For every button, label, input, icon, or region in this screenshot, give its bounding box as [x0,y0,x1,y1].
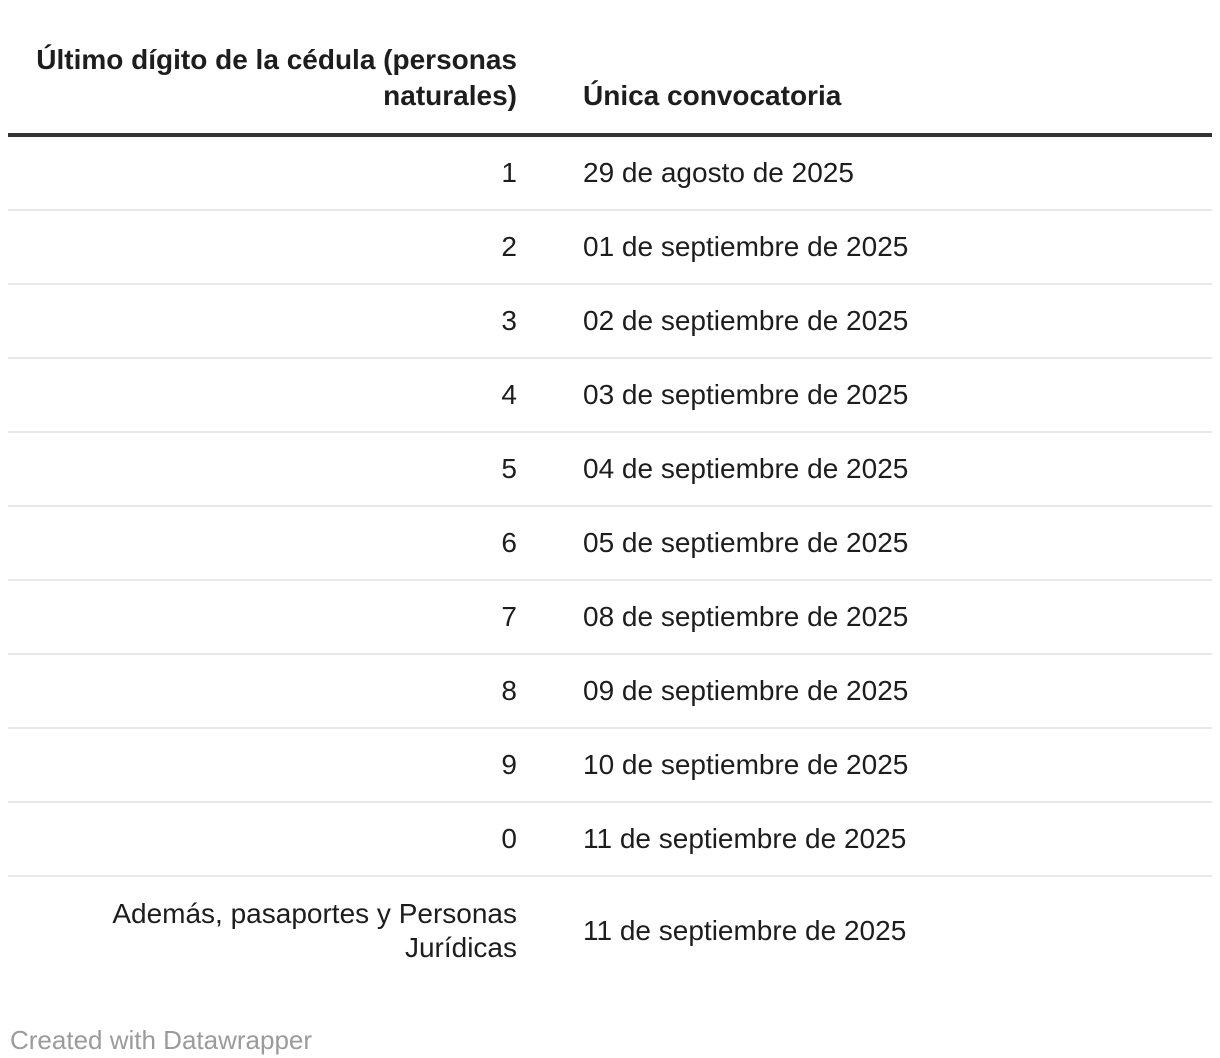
date-cell: 04 de septiembre de 2025 [550,432,1212,507]
digit-cell: 6 [8,506,550,581]
header-row: Último dígito de la cédula (personas nat… [8,0,1212,137]
digit-cell: 2 [8,210,550,285]
schedule-table: Último dígito de la cédula (personas nat… [8,0,1212,985]
table-row: 4 03 de septiembre de 2025 [8,358,1212,433]
digit-cell: 4 [8,358,550,433]
date-cell: 09 de septiembre de 2025 [550,654,1212,729]
date-cell: 10 de septiembre de 2025 [550,728,1212,803]
date-cell: 29 de agosto de 2025 [550,135,1212,211]
date-cell: 01 de septiembre de 2025 [550,210,1212,285]
digit-cell: 8 [8,654,550,729]
header-convocatoria: Única convocatoria [550,0,1212,137]
table-row: 0 11 de septiembre de 2025 [8,802,1212,877]
table-row: 3 02 de septiembre de 2025 [8,284,1212,359]
digit-cell: 1 [8,135,550,211]
table-row: 8 09 de septiembre de 2025 [8,654,1212,729]
table-row: 2 01 de septiembre de 2025 [8,210,1212,285]
table-row: 7 08 de septiembre de 2025 [8,580,1212,655]
table-row: Además, pasaportes y Personas Jurídicas … [8,876,1212,985]
table-body: 1 29 de agosto de 2025 2 01 de septiembr… [8,135,1212,985]
date-cell: 08 de septiembre de 2025 [550,580,1212,655]
digit-cell: Además, pasaportes y Personas Jurídicas [112,898,517,963]
digit-cell: 9 [8,728,550,803]
digit-cell: 5 [8,432,550,507]
table-row: 5 04 de septiembre de 2025 [8,432,1212,507]
date-cell: 05 de septiembre de 2025 [550,506,1212,581]
table-row: 1 29 de agosto de 2025 [8,135,1212,211]
table-row: 6 05 de septiembre de 2025 [8,506,1212,581]
date-cell: 02 de septiembre de 2025 [550,284,1212,359]
date-cell: 11 de septiembre de 2025 [550,802,1212,877]
digit-cell: 7 [8,580,550,655]
datawrapper-credit-link[interactable]: Created with Datawrapper [10,1025,313,1055]
table-header: Último dígito de la cédula (personas nat… [8,0,1212,137]
date-cell: 11 de septiembre de 2025 [583,915,907,946]
table-row: 9 10 de septiembre de 2025 [8,728,1212,803]
date-cell: 03 de septiembre de 2025 [550,358,1212,433]
header-cedula-digit: Último dígito de la cédula (personas nat… [8,0,550,137]
digit-cell: 3 [8,284,550,359]
digit-cell: 0 [8,802,550,877]
